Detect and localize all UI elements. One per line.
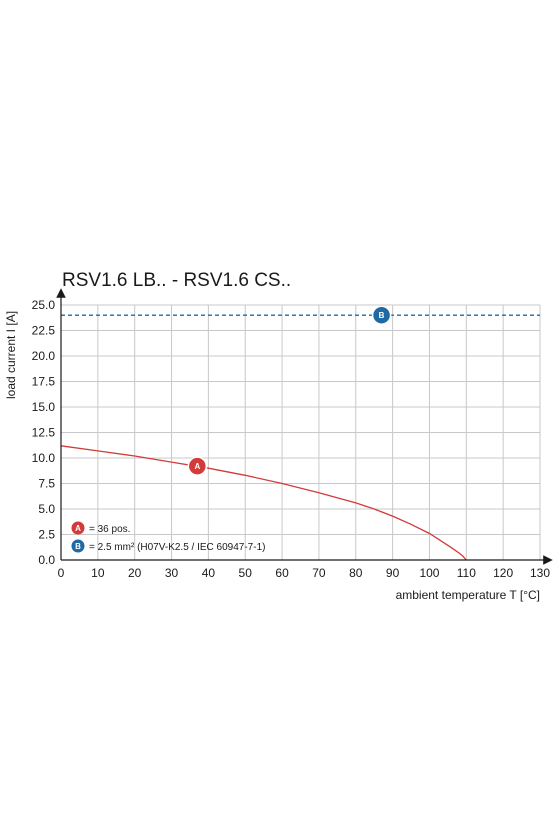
chart-title: RSV1.6 LB.. - RSV1.6 CS.. (62, 270, 291, 291)
x-tick-label: 30 (165, 566, 179, 580)
series-marker-letter: A (194, 462, 200, 471)
axes (56, 288, 553, 565)
legend-entry-text: = 36 pos. (89, 524, 130, 535)
x-tick-label: 0 (58, 566, 65, 580)
x-tick-label: 100 (419, 566, 439, 580)
y-axis-label: load current I [A] (4, 311, 18, 399)
y-tick-label: 25.0 (32, 298, 56, 312)
series-layer (60, 314, 540, 561)
y-tick-label: 2.5 (38, 528, 55, 542)
x-tick-label: 70 (312, 566, 326, 580)
y-tick-label: 15.0 (32, 400, 56, 414)
series-markers: AB (187, 305, 392, 476)
y-tick-label: 12.5 (32, 426, 56, 440)
y-tick-label: 10.0 (32, 451, 56, 465)
y-tick-label: 20.0 (32, 349, 56, 363)
tick-labels: 0 10 20 30 40 50 60 70 80 90 100 110 120 130 0.0 2.5 5.0… (32, 298, 551, 580)
series-marker-letter: B (379, 311, 385, 320)
y-tick-label: 7.5 (38, 477, 55, 491)
series-line-a (60, 445, 467, 561)
x-tick-label: 120 (493, 566, 513, 580)
y-tick-label: 5.0 (38, 502, 55, 516)
series-marker-b (371, 305, 392, 325)
x-tick-label: 80 (349, 566, 363, 580)
x-tick-label: 50 (239, 566, 253, 580)
legend-marker-letter: A (75, 524, 81, 533)
x-tick-label: 20 (128, 566, 142, 580)
series-marker-a (187, 456, 208, 476)
legend: A = 36 pos. B = 2.5 mm² (H07V-K2.5 / IEC 60… (71, 521, 265, 553)
x-tick-label: 90 (386, 566, 400, 580)
legend-marker-letter: B (75, 542, 81, 551)
legend-entry-text: = 2.5 mm² (H07V-K2.5 / IEC 60947-7-1) (89, 542, 265, 553)
x-axis-label: ambient temperature T [°C] (396, 588, 540, 602)
y-tick-label: 0.0 (38, 553, 55, 567)
x-tick-label: 110 (457, 566, 476, 580)
y-tick-label: 17.5 (32, 375, 56, 389)
x-tick-label: 60 (275, 566, 289, 580)
x-tick-label: 40 (202, 566, 216, 580)
legend-marker-a (71, 521, 85, 535)
x-tick-label: 10 (91, 566, 105, 580)
grid (60, 304, 541, 561)
y-tick-label: 22.5 (32, 324, 56, 338)
x-tick-label: 130 (530, 566, 550, 580)
legend-marker-b (71, 539, 85, 553)
